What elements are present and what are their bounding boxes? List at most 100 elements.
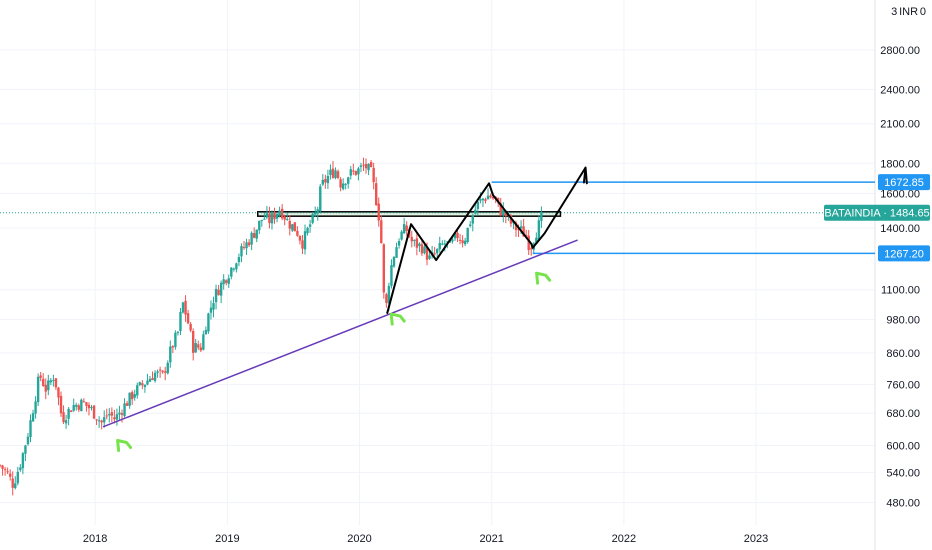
candle-body: [161, 370, 164, 373]
candle-body: [438, 242, 441, 250]
candle-body: [199, 347, 203, 351]
support-band-rect: [256, 211, 562, 217]
candle-body: [334, 170, 337, 179]
candle-body: [303, 231, 307, 250]
candle-body: [186, 313, 190, 324]
candle-body: [385, 294, 388, 303]
candle-body: [397, 241, 401, 246]
y-tick-label: 600.00: [886, 440, 920, 452]
candle-body: [263, 218, 266, 220]
y-tick-label: 1800.00: [880, 158, 920, 170]
candle-body: [227, 278, 230, 284]
candle-body: [509, 215, 513, 224]
candle-body: [1, 465, 4, 469]
candle-body: [540, 211, 543, 221]
candle-body: [268, 213, 271, 224]
candle-body: [382, 244, 386, 293]
candle-body: [466, 227, 469, 243]
candle-body: [82, 401, 86, 403]
candle-body: [146, 380, 149, 385]
candle-body: [252, 233, 256, 238]
candle-body: [433, 253, 436, 255]
y-tick-label: 480.00: [886, 498, 920, 510]
candle-body: [77, 405, 80, 410]
candle-body: [311, 213, 314, 223]
candle-body: [380, 220, 383, 244]
candle-body: [123, 403, 126, 417]
candle-body: [347, 177, 350, 184]
x-axis: 2018 2019 2020 2021 2022 2023: [83, 533, 768, 545]
y-tick-label: 1100.00: [881, 285, 920, 297]
candle-body: [387, 285, 391, 304]
candle-body: [95, 419, 98, 421]
candle-body: [402, 224, 406, 234]
candle-body: [374, 183, 378, 205]
candle-body: [496, 197, 500, 203]
candle-body: [8, 473, 12, 477]
candle-body: [250, 232, 253, 245]
candle-body: [367, 163, 370, 171]
candle-body: [174, 332, 177, 348]
candle-body: [125, 403, 129, 406]
candle-body: [362, 164, 365, 166]
candle-body: [202, 334, 205, 350]
candle-body: [418, 243, 421, 247]
candle-body: [57, 387, 60, 398]
candle-body: [255, 229, 258, 239]
candle-body: [240, 246, 243, 257]
candle-body: [16, 471, 19, 484]
candle-body: [219, 282, 223, 296]
candle-body: [225, 280, 228, 283]
price-tag-text: 1267.20: [884, 248, 924, 260]
x-tick-label: 2022: [612, 533, 636, 545]
candle-body: [113, 417, 116, 420]
candle-body: [44, 384, 47, 392]
candle-body: [54, 378, 58, 388]
candle-body: [369, 162, 373, 168]
candle-body: [217, 289, 220, 296]
support-marker: [116, 439, 133, 453]
candle-body: [469, 224, 472, 227]
candle-body: [59, 396, 63, 414]
y-tick-label: 2400.00: [880, 84, 920, 96]
candle-body: [47, 380, 50, 391]
price-tags: 1672.85 1267.20 BATAINDIA · 1484.65: [824, 174, 930, 262]
candle-body: [11, 478, 14, 488]
candle-body: [339, 179, 342, 188]
candle-body: [392, 256, 396, 267]
candle-body: [463, 240, 467, 245]
candle-body: [372, 167, 375, 183]
trendline: [102, 239, 578, 428]
candle-body: [456, 232, 459, 239]
candle-body: [105, 415, 108, 417]
candle-body: [245, 242, 248, 249]
candle-body: [537, 220, 541, 240]
x-tick-label: 2021: [479, 533, 503, 545]
candle-body: [461, 240, 464, 244]
candle-body: [324, 179, 327, 183]
candle-body: [354, 170, 358, 175]
candle-body: [21, 453, 25, 469]
candle-body: [151, 378, 154, 381]
candle-body: [474, 209, 477, 214]
candle-body: [502, 209, 505, 216]
y-tick-label: 1400.00: [880, 223, 920, 235]
candle-body: [517, 228, 520, 230]
candle-body: [491, 196, 495, 199]
candle-body: [298, 235, 302, 241]
candle-body: [179, 312, 182, 332]
price-tag-text: 1672.85: [884, 177, 924, 189]
candle-body: [316, 209, 319, 214]
candle-body: [270, 213, 274, 224]
candle-body: [189, 323, 192, 331]
candle-body: [214, 288, 218, 303]
candle-body: [484, 199, 487, 201]
candle-body: [3, 469, 7, 471]
candle-body: [164, 371, 167, 373]
candle-body: [390, 265, 393, 286]
candle-body: [435, 248, 439, 254]
candle-body: [405, 225, 408, 231]
candle-body: [458, 239, 462, 241]
candle-body: [181, 302, 185, 313]
